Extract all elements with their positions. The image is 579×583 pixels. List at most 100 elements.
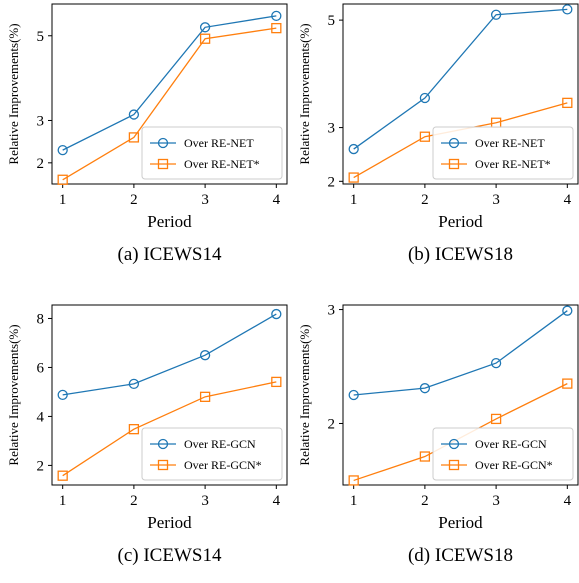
legend-circle-icon (157, 438, 169, 450)
series-line-2 (62, 381, 277, 477)
plot-frame (51, 304, 288, 486)
data-point-circle (128, 378, 140, 390)
legend-square-icon (157, 158, 169, 170)
series-line-1 (62, 313, 277, 396)
y-tick-label: 3 (328, 303, 336, 319)
data-point-circle (57, 144, 68, 156)
data-point-square (128, 424, 140, 435)
legend-label: Over RE-GCN* (184, 458, 262, 472)
y-axis-label: Relative Improvements(%) (297, 23, 312, 164)
y-tick-label: 2 (328, 174, 336, 190)
chart-panel-3: 1 2 3 4 2 4 6 8 Over RE-GCN Over RE-GCN* Period Rel… (6, 304, 288, 566)
data-point-circle (348, 143, 359, 155)
x-tick-label: 2 (421, 192, 429, 208)
x-tick-label: 2 (421, 493, 429, 509)
y-tick-label: 5 (328, 13, 336, 29)
y-tick-label: 3 (328, 121, 336, 137)
legend-circle-icon (157, 137, 169, 149)
data-point-square (128, 132, 140, 143)
data-point-square (419, 451, 431, 462)
x-tick-label: 3 (492, 493, 500, 509)
x-tick-label: 3 (201, 192, 209, 208)
x-tick-label: 4 (273, 192, 281, 208)
data-point-square (271, 376, 282, 388)
x-axis-label: Period (147, 212, 192, 231)
x-tick-label: 3 (492, 192, 500, 208)
data-point-circle (562, 4, 573, 15)
x-tick-label: 2 (130, 192, 138, 208)
y-tick-label: 8 (37, 311, 45, 327)
legend: Over RE-NET Over RE-NET* (141, 126, 283, 180)
x-tick-label: 4 (273, 493, 281, 509)
legend-square-icon (448, 158, 460, 170)
data-point-square (57, 470, 68, 481)
legend: Over RE-NET Over RE-NET* (432, 126, 574, 180)
legend-label: Over RE-GCN (475, 437, 547, 451)
legend-box (141, 126, 283, 180)
data-point-circle (419, 383, 431, 394)
series-line-2 (62, 27, 277, 181)
data-point-square (490, 413, 502, 425)
data-point-circle (490, 357, 502, 369)
legend-label: Over RE-GCN* (475, 458, 553, 472)
chart-panel-1: 1 2 3 4 2 3 5 Over RE-NET Over RE-NET* Period Rela… (6, 3, 288, 265)
legend-label: Over RE-NET (475, 136, 545, 150)
data-point-square (57, 174, 68, 185)
legend-box (432, 126, 574, 180)
y-tick-label: 6 (37, 360, 45, 376)
x-axis-label: Period (438, 212, 483, 231)
x-tick-label: 3 (201, 493, 209, 509)
x-tick-label: 4 (564, 493, 572, 509)
legend-label: Over RE-NET* (475, 157, 551, 171)
legend: Over RE-GCN Over RE-GCN* (141, 427, 283, 481)
legend: Over RE-GCN Over RE-GCN* (432, 427, 574, 481)
data-point-circle (57, 389, 68, 401)
data-point-circle (199, 350, 211, 361)
legend-box (432, 427, 574, 481)
y-tick-label: 3 (37, 113, 45, 129)
data-point-circle (490, 9, 502, 20)
y-tick-label: 2 (37, 458, 45, 474)
data-point-circle (199, 22, 211, 33)
data-point-square (562, 378, 573, 389)
legend-square-icon (448, 459, 460, 471)
chart-panel-4: 1 2 3 4 2 3 Over RE-GCN Over RE-GCN* Period Relat… (297, 303, 579, 566)
data-point-circle (128, 109, 140, 120)
x-axis-label: Period (147, 513, 192, 532)
data-point-circle (271, 10, 282, 22)
data-point-square (419, 131, 431, 142)
y-axis-label: Relative Improvements(%) (6, 324, 21, 465)
plot-frame (342, 304, 579, 486)
data-point-circle (419, 92, 431, 104)
subfigure-caption: (b) ICEWS18 (408, 244, 513, 265)
x-tick-label: 1 (350, 192, 358, 208)
series-line-1 (62, 15, 277, 151)
data-point-square (348, 172, 359, 183)
legend-square-icon (157, 459, 169, 471)
data-point-square (199, 33, 211, 44)
data-point-square (199, 391, 211, 402)
legend-label: Over RE-GCN (184, 437, 256, 451)
y-tick-label: 2 (328, 416, 336, 432)
y-tick-label: 2 (37, 156, 45, 172)
legend-circle-icon (448, 137, 460, 149)
x-tick-label: 2 (130, 493, 138, 509)
y-tick-label: 5 (37, 29, 45, 45)
plot-frame (342, 3, 579, 185)
data-point-square (348, 475, 359, 486)
x-axis-label: Period (438, 513, 483, 532)
subfigure-caption: (a) ICEWS14 (118, 244, 222, 265)
series-line-1 (353, 8, 568, 150)
legend-circle-icon (448, 438, 460, 450)
data-point-square (271, 22, 282, 34)
data-point-square (562, 97, 573, 109)
legend-box (141, 427, 283, 481)
subfigure-caption: (c) ICEWS14 (118, 545, 222, 566)
x-tick-label: 1 (350, 493, 358, 509)
data-point-circle (348, 389, 359, 401)
x-tick-label: 1 (59, 493, 67, 509)
legend-label: Over RE-NET (184, 136, 254, 150)
x-tick-label: 1 (59, 192, 67, 208)
